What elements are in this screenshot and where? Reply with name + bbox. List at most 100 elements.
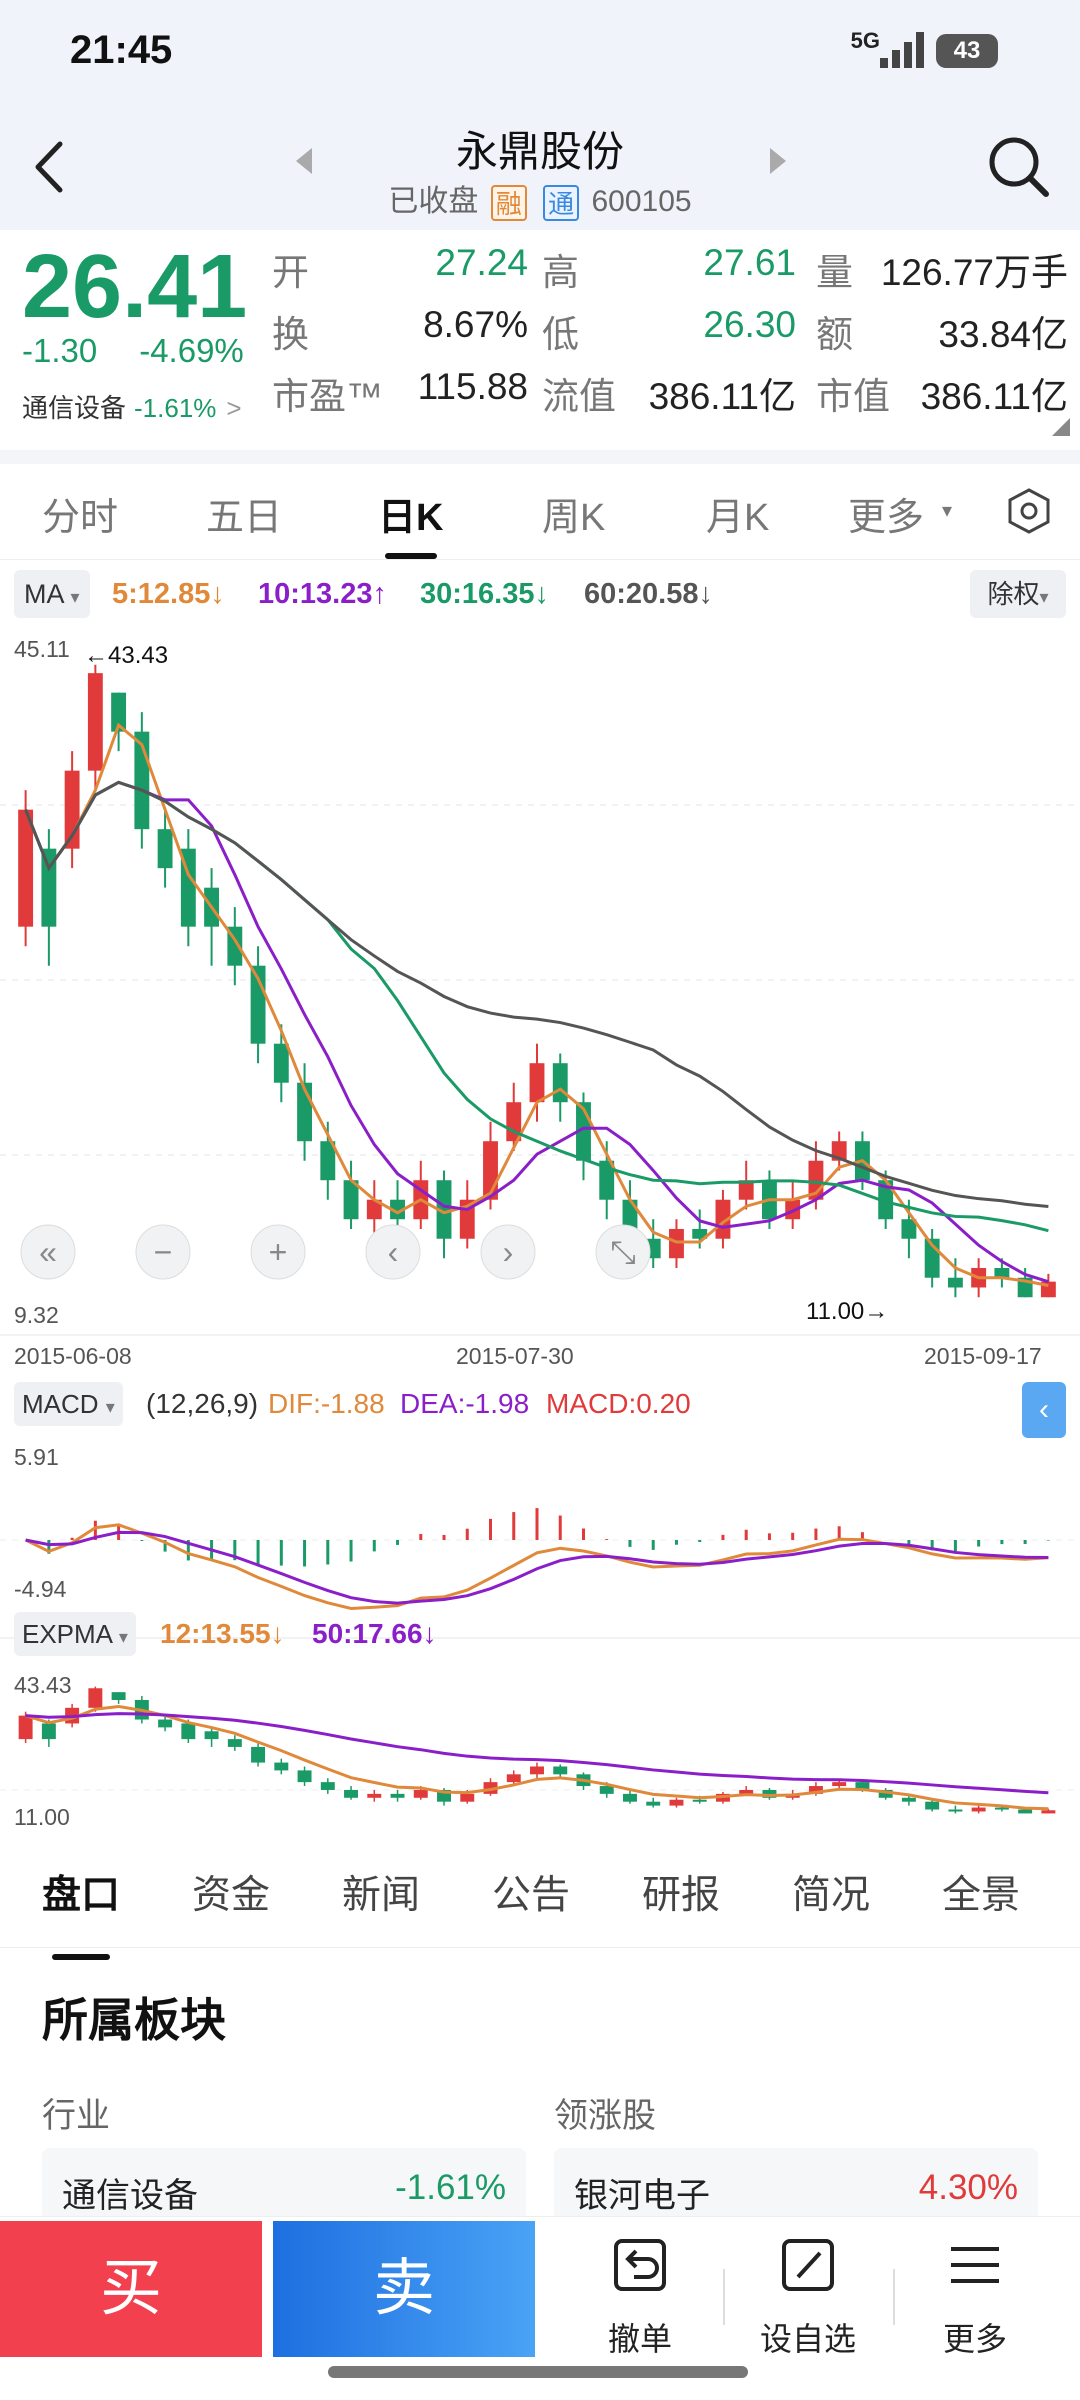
rewind-icon[interactable]: « [20,1224,76,1280]
add-watchlist-button[interactable]: 设自选 [733,2235,883,2360]
sector-percent: -1.61% [134,393,217,423]
next-icon[interactable]: › [480,1224,536,1280]
tab-3[interactable]: 周K [542,497,606,539]
panel-tab-5[interactable]: 简况 [792,1874,871,1917]
prev-icon[interactable]: ‹ [365,1224,421,1280]
candle [157,829,173,869]
kline-chart[interactable]: « − + ‹ › ⤡ [0,630,1080,1830]
expma-candle [901,1797,916,1802]
macd-selector[interactable]: MACD ▾ [14,1382,123,1426]
macd-y-max: 5.91 [14,1444,59,1470]
battery-icon: 43 [936,34,998,68]
tab-5[interactable]: 更多 [848,497,925,539]
expma-y-max: 43.43 [14,1672,72,1698]
industry-percent: -1.61% [395,2168,506,2207]
candle [552,1063,568,1103]
ma-legend: MA ▾ 5:12.85↓ 10:13.23↑ 30:16.35↓ 60:20.58↓… [0,566,1080,626]
quote-value: 27.24 [435,242,528,283]
prev-stock-icon[interactable] [294,146,314,176]
quote-value: 386.11亿 [648,376,796,417]
candle [18,809,34,927]
quote-value: 126.77万手 [880,252,1068,293]
last-price: 26.41 [22,237,248,337]
expma-selector[interactable]: EXPMA ▾ [14,1612,136,1656]
chart-period-tabs: 分时 五日 日K 周K 月K 更多 ▾ [0,464,1080,560]
panel-tab-1[interactable]: 资金 [192,1874,271,1917]
sell-button[interactable]: 卖 [273,2221,535,2357]
expma-candle [692,1799,707,1802]
expma-candle [390,1793,405,1798]
market-status: 已收盘 [388,185,479,218]
chart-settings-icon[interactable] [1004,486,1054,536]
ma-value-1: 10:13.23↑ [258,578,387,610]
candle [111,692,127,732]
quote-panel: 26.41 -1.30 -4.69% 通信设备 -1.61% > 开 27.24 高 27.… [0,230,1080,450]
stock-name: 永鼎股份 [455,128,624,175]
expma-candle [41,1723,56,1740]
candle [715,1199,731,1239]
tab-0[interactable]: 分时 [42,497,119,539]
expma-candle [1041,1810,1056,1814]
expma-candle [623,1793,637,1802]
change-value: -1.30 [22,332,98,369]
expma-50: 50:17.66↓ [312,1618,437,1649]
expma-label: EXPMA [22,1619,112,1649]
expma-candle [553,1766,568,1775]
expma-candle [367,1793,382,1798]
separator [893,2269,895,2325]
signal-icon [880,32,924,68]
expma-candle [739,1789,754,1794]
change-percent: -4.69% [139,332,244,369]
ma-value-2: 30:16.35↓ [420,578,549,610]
sector-link[interactable]: 通信设备 -1.61% > [22,388,242,425]
ma-selector[interactable]: MA ▾ [14,570,90,618]
adjust-selector[interactable]: 除权▾ [970,570,1066,618]
quote-label: 流值 [542,376,616,417]
expma-candle [344,1789,359,1798]
macd-label: MACD [22,1389,99,1419]
caret-down-icon: ▾ [118,1627,128,1647]
stock-subtitle: 已收盘 融 通 600105 [0,176,1080,222]
cancel-order-button[interactable]: 撤单 [565,2235,715,2360]
panel-tab-4[interactable]: 研报 [642,1874,721,1917]
quote-value: 33.84亿 [938,314,1068,355]
price-change: -1.30 -4.69% [22,332,286,370]
svg-text:+: + [269,1234,288,1270]
expma-candle [413,1789,428,1798]
expma12-line [25,1704,1049,1811]
buy-button[interactable]: 买 [0,2221,262,2357]
expma-candle [297,1770,312,1783]
status-bar: 21:45 5G 43 [0,0,1080,110]
next-stock-icon[interactable] [768,146,788,176]
stock-code: 600105 [591,185,692,218]
expma-candle [506,1774,521,1783]
tab-1[interactable]: 五日 [206,497,283,539]
tab-4[interactable]: 月K [706,497,770,539]
search-icon[interactable] [984,132,1054,202]
expma-candle [1018,1809,1033,1814]
separator [723,2269,725,2325]
back-icon[interactable] [20,132,80,202]
candle [41,848,57,927]
panel-tab-2[interactable]: 新闻 [342,1874,421,1917]
candle [436,1180,452,1239]
expand-corner-icon[interactable] [1052,418,1070,436]
svg-text:«: « [39,1234,57,1270]
candle [901,1219,917,1239]
panel-tab-6[interactable]: 全景 [942,1874,1021,1917]
tab-2[interactable]: 日K [378,486,443,559]
zoom-in-icon[interactable]: + [250,1224,306,1280]
zoom-out-icon[interactable]: − [135,1224,191,1280]
expma-candle [855,1782,870,1790]
divider [0,450,1080,464]
panel-tab-3[interactable]: 公告 [492,1874,571,1917]
collapse-indicator-icon[interactable]: ‹ [1022,1382,1066,1438]
quote-value: 8.67% [423,304,528,345]
svg-text:⤡: ⤡ [610,1234,636,1270]
expma-candle [111,1692,126,1700]
panel-tab-0[interactable]: 盘口 [42,1864,120,1960]
expma-candle [460,1793,475,1802]
candle [529,1063,545,1103]
fullscreen-icon[interactable]: ⤡ [595,1224,651,1280]
more-button[interactable]: 更多 [900,2235,1050,2360]
